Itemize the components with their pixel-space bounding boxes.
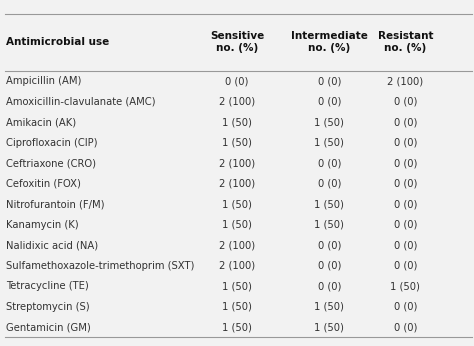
Text: 1 (50): 1 (50): [390, 281, 420, 291]
Text: 0 (0): 0 (0): [393, 322, 417, 332]
Text: Ceftriaxone (CRO): Ceftriaxone (CRO): [6, 158, 96, 168]
Text: 0 (0): 0 (0): [393, 261, 417, 271]
Text: Ciprofloxacin (CIP): Ciprofloxacin (CIP): [6, 138, 97, 148]
Text: 1 (50): 1 (50): [222, 199, 252, 209]
Text: 0 (0): 0 (0): [318, 179, 341, 189]
Text: 1 (50): 1 (50): [314, 220, 345, 230]
Text: 0 (0): 0 (0): [225, 76, 249, 86]
Text: 2 (100): 2 (100): [219, 179, 255, 189]
Text: 0 (0): 0 (0): [318, 76, 341, 86]
Text: Sensitive
no. (%): Sensitive no. (%): [210, 31, 264, 53]
Text: 0 (0): 0 (0): [393, 158, 417, 168]
Text: 1 (50): 1 (50): [222, 322, 252, 332]
Text: Nalidixic acid (NA): Nalidixic acid (NA): [6, 240, 98, 250]
Text: Amikacin (AK): Amikacin (AK): [6, 117, 76, 127]
Text: 1 (50): 1 (50): [314, 322, 345, 332]
Text: 0 (0): 0 (0): [393, 240, 417, 250]
Text: 2 (100): 2 (100): [219, 261, 255, 271]
Text: Tetracycline (TE): Tetracycline (TE): [6, 281, 89, 291]
Text: 2 (100): 2 (100): [219, 97, 255, 107]
Text: 1 (50): 1 (50): [222, 281, 252, 291]
Text: 1 (50): 1 (50): [222, 117, 252, 127]
Text: 0 (0): 0 (0): [393, 138, 417, 148]
Text: Streptomycin (S): Streptomycin (S): [6, 302, 89, 312]
Text: 0 (0): 0 (0): [393, 179, 417, 189]
Text: 0 (0): 0 (0): [318, 261, 341, 271]
Text: Resistant
no. (%): Resistant no. (%): [377, 31, 433, 53]
Text: 2 (100): 2 (100): [387, 76, 423, 86]
Text: Nitrofurantoin (F/M): Nitrofurantoin (F/M): [6, 199, 104, 209]
Text: Gentamicin (GM): Gentamicin (GM): [6, 322, 91, 332]
Text: Antimicrobial use: Antimicrobial use: [6, 37, 109, 47]
Text: 1 (50): 1 (50): [222, 302, 252, 312]
Text: 0 (0): 0 (0): [318, 240, 341, 250]
Text: Cefoxitin (FOX): Cefoxitin (FOX): [6, 179, 81, 189]
Text: 1 (50): 1 (50): [314, 302, 345, 312]
Text: 0 (0): 0 (0): [393, 220, 417, 230]
Text: 1 (50): 1 (50): [222, 138, 252, 148]
Text: Kanamycin (K): Kanamycin (K): [6, 220, 78, 230]
Text: 0 (0): 0 (0): [393, 199, 417, 209]
Text: Amoxicillin-clavulanate (AMC): Amoxicillin-clavulanate (AMC): [6, 97, 155, 107]
Text: 0 (0): 0 (0): [318, 281, 341, 291]
Text: 2 (100): 2 (100): [219, 158, 255, 168]
Text: Ampicillin (AM): Ampicillin (AM): [6, 76, 81, 86]
Text: 0 (0): 0 (0): [318, 97, 341, 107]
Text: 1 (50): 1 (50): [222, 220, 252, 230]
Text: 1 (50): 1 (50): [314, 117, 345, 127]
Text: 0 (0): 0 (0): [393, 302, 417, 312]
Text: 0 (0): 0 (0): [393, 97, 417, 107]
Text: 1 (50): 1 (50): [314, 138, 345, 148]
Text: 2 (100): 2 (100): [219, 240, 255, 250]
Text: Sulfamethoxazole-trimethoprim (SXT): Sulfamethoxazole-trimethoprim (SXT): [6, 261, 194, 271]
Text: 0 (0): 0 (0): [318, 158, 341, 168]
Text: 0 (0): 0 (0): [393, 117, 417, 127]
Text: 1 (50): 1 (50): [314, 199, 345, 209]
Text: Intermediate
no. (%): Intermediate no. (%): [291, 31, 368, 53]
